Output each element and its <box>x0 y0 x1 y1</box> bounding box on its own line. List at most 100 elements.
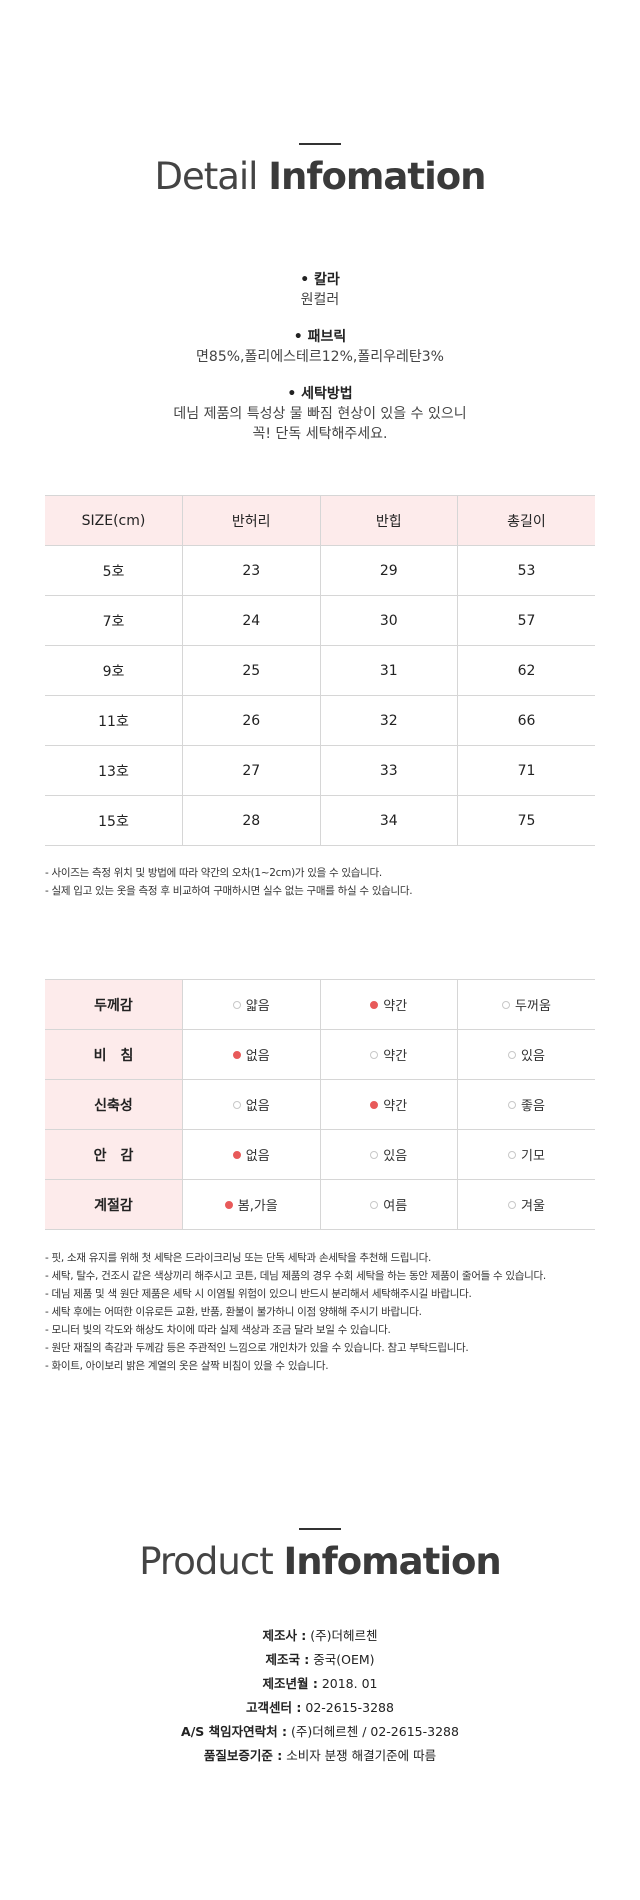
feel-row-label: 안 감 <box>45 1129 183 1180</box>
size-cell: 24 <box>182 595 320 646</box>
selected-dot-icon <box>232 1051 241 1059</box>
info-value: 중국(OEM) <box>313 1652 375 1667</box>
spec-label: 칼라 <box>0 270 640 290</box>
feel-option: 좋음 <box>457 1079 595 1130</box>
info-row: 제조사 : (주)더헤르첸 <box>0 1624 640 1648</box>
spec-label: 세탁방법 <box>0 384 640 404</box>
note-line: - 데님 제품 및 색 원단 제품은 세탁 시 이염될 위험이 있으니 반드시 … <box>45 1288 472 1300</box>
feel-option-label: 좋음 <box>521 1099 545 1114</box>
size-table-row: 13호 27 33 71 <box>45 745 595 796</box>
selected-dot-icon <box>370 1001 379 1009</box>
size-table-row: 11호 26 32 66 <box>45 695 595 746</box>
empty-dot-icon <box>370 1201 379 1209</box>
feel-option: 없음 <box>182 1029 320 1080</box>
spec-value: 데님 제품의 특성상 물 빠짐 현상이 있을 수 있으니 <box>173 406 467 422</box>
size-table: SIZE(cm) 반허리 반힙 총길이 5호 23 29 53 7호 24 30… <box>45 495 595 846</box>
feel-option-label: 봄,가을 <box>237 1199 278 1214</box>
note-line: - 화이트, 아이보리 밝은 계열의 옷은 살짝 비침이 있을 수 있습니다. <box>45 1360 329 1372</box>
feel-option: 있음 <box>319 1129 458 1180</box>
feel-row: 신축성 없음 약간 좋음 <box>45 1079 595 1130</box>
detail-title: Detail Infomation <box>0 155 640 198</box>
info-row: 고객센터 : 02-2615-3288 <box>0 1696 640 1720</box>
feel-option-label: 여름 <box>383 1199 408 1214</box>
info-row: 품질보증기준 : 소비자 분쟁 해결기준에 따름 <box>0 1744 640 1768</box>
empty-dot-icon <box>232 1101 241 1109</box>
fabric-feel-table: 두께감 얇음 약간 두꺼움 비 침 없음 약간 있음 신축성 없음 약간 좋음 안 감 없음 있음 기모 계절감… <box>45 979 595 1230</box>
note-line: - 세탁, 탈수, 건조시 같은 색상끼리 해주시고 코튼, 데님 제품의 경우… <box>45 1270 546 1282</box>
selected-dot-icon <box>232 1151 241 1159</box>
spec-value: 면85%,폴리에스테르12%,폴리우레탄3% <box>196 349 444 365</box>
product-title: Product Infomation <box>0 1540 640 1583</box>
feel-option: 약간 <box>319 1029 458 1080</box>
feel-option: 기모 <box>457 1129 595 1180</box>
size-header-cell: SIZE(cm) <box>45 495 183 546</box>
feel-row: 비 침 없음 약간 있음 <box>45 1029 595 1080</box>
info-value: (주)더헤르첸 / 02-2615-3288 <box>290 1724 459 1739</box>
spec-value: 원컬러 <box>300 292 340 308</box>
info-label: 제조사 : <box>262 1628 307 1643</box>
feel-option: 없음 <box>182 1079 320 1130</box>
size-table-row: 7호 24 30 57 <box>45 595 595 646</box>
size-table-row: 9호 25 31 62 <box>45 645 595 696</box>
size-table-row: 5호 23 29 53 <box>45 545 595 596</box>
empty-dot-icon <box>508 1151 517 1159</box>
info-label: A/S 책임자연락처 : <box>181 1724 287 1739</box>
size-cell: 15호 <box>45 795 183 846</box>
size-cell: 7호 <box>45 595 183 646</box>
info-row: A/S 책임자연락처 : (주)더헤르첸 / 02-2615-3288 <box>0 1720 640 1744</box>
size-cell: 53 <box>457 545 595 596</box>
size-cell: 28 <box>182 795 320 846</box>
info-value: 소비자 분쟁 해결기준에 따름 <box>286 1748 437 1763</box>
feel-option-label: 얇음 <box>245 999 270 1014</box>
feel-row: 두께감 얇음 약간 두꺼움 <box>45 979 595 1030</box>
size-cell: 71 <box>457 745 595 796</box>
size-cell: 13호 <box>45 745 183 796</box>
empty-dot-icon <box>508 1051 517 1059</box>
size-table-row: 15호 28 34 75 <box>45 795 595 846</box>
size-header-cell: 반허리 <box>182 495 320 546</box>
info-label: 품질보증기준 : <box>203 1748 283 1763</box>
care-notes: - 핏, 소재 유지를 위해 첫 세탁은 드라이크리닝 또는 단독 세탁과 손세… <box>45 1249 605 1375</box>
size-cell: 30 <box>319 595 458 646</box>
feel-option-label: 없음 <box>245 1099 270 1114</box>
info-value: (주)더헤르첸 <box>310 1628 378 1643</box>
feel-option-label: 기모 <box>521 1149 545 1164</box>
info-row: 제조년월 : 2018. 01 <box>0 1672 640 1696</box>
size-table-header: SIZE(cm) 반허리 반힙 총길이 <box>45 495 595 546</box>
size-cell: 9호 <box>45 645 183 696</box>
feel-row-label: 두께감 <box>45 979 183 1030</box>
spec-color: 칼라 원컬러 <box>0 270 640 310</box>
feel-row-label: 신축성 <box>45 1079 183 1130</box>
selected-dot-icon <box>224 1201 233 1209</box>
product-info: 제조사 : (주)더헤르첸 제조국 : 중국(OEM) 제조년월 : 2018.… <box>0 1624 640 1768</box>
note-line: - 핏, 소재 유지를 위해 첫 세탁은 드라이크리닝 또는 단독 세탁과 손세… <box>45 1252 432 1264</box>
empty-dot-icon <box>508 1101 517 1109</box>
title-rule <box>299 1528 341 1530</box>
spec-fabric: 패브릭 면85%,폴리에스테르12%,폴리우레탄3% <box>0 327 640 367</box>
size-cell: 66 <box>457 695 595 746</box>
feel-row-label: 비 침 <box>45 1029 183 1080</box>
size-cell: 33 <box>319 745 458 796</box>
feel-option-label: 있음 <box>521 1049 545 1064</box>
size-cell: 27 <box>182 745 320 796</box>
info-row: 제조국 : 중국(OEM) <box>0 1648 640 1672</box>
size-cell: 75 <box>457 795 595 846</box>
feel-option-label: 있음 <box>383 1149 408 1164</box>
size-cell: 62 <box>457 645 595 696</box>
feel-option: 두꺼움 <box>457 979 595 1030</box>
product-title-light: Product <box>139 1540 273 1583</box>
size-cell: 23 <box>182 545 320 596</box>
detail-title-light: Detail <box>154 155 258 198</box>
feel-option: 겨울 <box>457 1179 595 1230</box>
info-value: 02-2615-3288 <box>305 1700 394 1715</box>
empty-dot-icon <box>232 1001 241 1009</box>
feel-option: 있음 <box>457 1029 595 1080</box>
size-cell: 29 <box>319 545 458 596</box>
note-line: - 원단 재질의 촉감과 두께감 등은 주관적인 느낌으로 개인차가 있을 수 … <box>45 1342 469 1354</box>
size-header-cell: 반힙 <box>319 495 458 546</box>
empty-dot-icon <box>370 1051 379 1059</box>
size-cell: 11호 <box>45 695 183 746</box>
feel-row: 계절감 봄,가을 여름 겨울 <box>45 1179 595 1230</box>
empty-dot-icon <box>508 1201 517 1209</box>
detail-title-bold: Infomation <box>268 155 486 198</box>
